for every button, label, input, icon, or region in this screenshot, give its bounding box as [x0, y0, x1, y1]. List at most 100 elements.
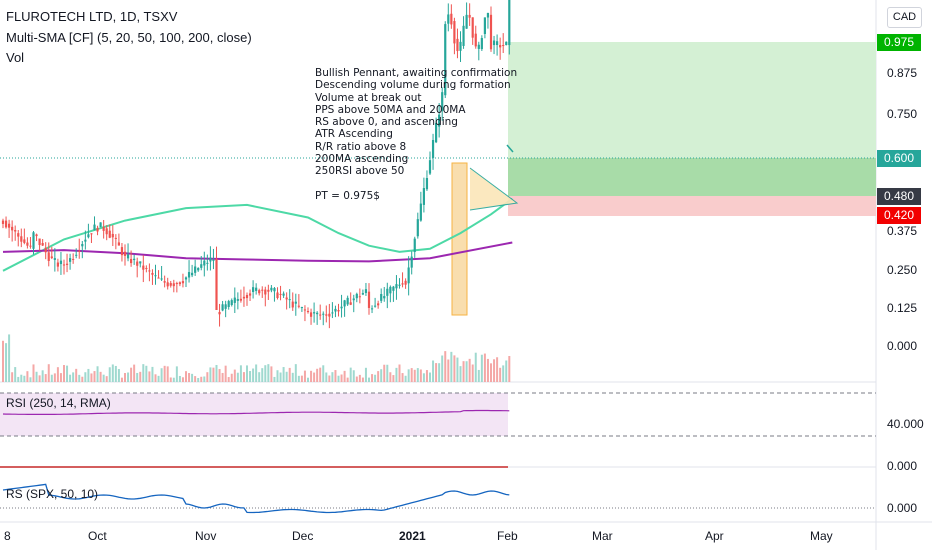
pennant-box[interactable] [451, 162, 468, 316]
volume-bar [242, 372, 245, 382]
candle-body [242, 296, 246, 299]
volume-bar [14, 367, 17, 382]
volume-bar [111, 364, 114, 382]
volume-bar [364, 367, 367, 382]
candle-body [252, 287, 255, 293]
candle-body [145, 267, 148, 269]
stop-zone [508, 196, 876, 216]
candle-body [233, 297, 236, 303]
volume-bar [407, 369, 410, 382]
profit-zone [508, 158, 876, 196]
volume-bar [486, 358, 489, 382]
candle-body [20, 236, 23, 242]
volume-bar [398, 364, 401, 382]
candle-body [136, 261, 139, 266]
candle-body [459, 41, 462, 51]
volume-bar [99, 371, 102, 382]
candle-body [14, 230, 17, 232]
volume-bar [477, 369, 480, 382]
volume-bar [221, 372, 224, 382]
pennant-lines[interactable] [469, 144, 519, 211]
volume-bar [374, 374, 377, 382]
candle-body [425, 178, 429, 190]
volume-bar [117, 369, 120, 382]
candle-body [90, 233, 93, 235]
candle-body [419, 203, 422, 221]
volume-bar [29, 377, 32, 382]
volume-bar [383, 364, 386, 382]
entry-price-label: 0.600 [877, 150, 921, 167]
candle-body [282, 293, 285, 296]
rs-pane [0, 483, 876, 514]
volume-bar [166, 366, 169, 382]
candle-body [87, 234, 90, 238]
volume-bar [352, 370, 355, 382]
volume-bar [267, 364, 270, 382]
volume-bar [349, 367, 352, 382]
candle-body [65, 263, 69, 265]
rs-legend[interactable]: RS (SPX, 50, 10) [6, 487, 99, 501]
candle-body [316, 312, 319, 315]
price-tick-label: 0.000 [887, 339, 917, 353]
position-zones[interactable] [0, 42, 876, 216]
candle-body [62, 264, 66, 266]
candle-body [139, 261, 142, 264]
volume-bar [496, 357, 499, 382]
volume-bar [81, 376, 84, 382]
candle-body [258, 290, 261, 294]
volume-bar [371, 374, 374, 382]
candle-body [349, 302, 352, 305]
candle-body [447, 14, 450, 24]
candle-body [303, 309, 307, 311]
candle-body [187, 272, 191, 278]
time-tick-label: May [810, 529, 833, 543]
candle-body [59, 260, 63, 265]
candle-body [465, 14, 468, 29]
candle-body [401, 283, 404, 285]
symbol-title[interactable]: FLUROTECH LTD, 1D, TSXV [6, 9, 178, 24]
volume-bar [200, 376, 203, 382]
annotation-line: Volume at break out [315, 91, 422, 104]
volume-bar [102, 374, 105, 382]
candle-body [270, 287, 273, 291]
volume-bar [395, 367, 398, 382]
candle-body [200, 264, 203, 268]
currency-badge[interactable]: CAD [887, 7, 922, 28]
time-tick-label: Dec [292, 529, 313, 543]
volume-bar [358, 374, 361, 382]
candle-body [81, 244, 84, 247]
volume-bar [435, 363, 438, 382]
rsi-legend[interactable]: RSI (250, 14, RMA) [6, 396, 111, 410]
volume-bar [114, 365, 117, 382]
breakout-arrow [506, 144, 514, 153]
volume-bar [185, 371, 187, 382]
volume-bar [416, 368, 419, 382]
annotation-line: ATR Ascending [315, 128, 393, 141]
candle-body [84, 239, 87, 242]
sma-legend[interactable]: Multi-SMA [CF] (5, 20, 50, 100, 200, clo… [6, 30, 252, 45]
candle-body [50, 256, 53, 259]
candle-body [11, 226, 14, 231]
price-axis[interactable]: 0.875 0.750 0.375 0.250 0.125 0.000 40.000 0.00… [887, 66, 924, 515]
volume-bar [209, 367, 212, 382]
volume-bar [2, 340, 4, 382]
volume-bar [96, 366, 99, 382]
candle-body [172, 283, 175, 287]
volume-bar [215, 364, 218, 382]
time-axis[interactable]: 8 Oct Nov Dec 2021 Feb Mar Apr May [4, 529, 833, 543]
volume-bar [279, 372, 282, 382]
candle-body [117, 242, 120, 246]
volume-bar [410, 368, 413, 382]
candle-body [288, 299, 291, 301]
volume-bar [386, 364, 389, 382]
volume-legend[interactable]: Vol [6, 50, 25, 65]
volume-bar [188, 373, 191, 382]
annotation-line: 200MA ascending [315, 153, 409, 166]
candle-body [163, 281, 166, 283]
volume-bar [303, 370, 306, 382]
idea-annotation[interactable]: Bullish Pennant, awaiting confirmation D… [315, 67, 517, 202]
volume-bar [401, 373, 404, 382]
candle-body [264, 289, 267, 295]
candle-body [456, 38, 459, 52]
